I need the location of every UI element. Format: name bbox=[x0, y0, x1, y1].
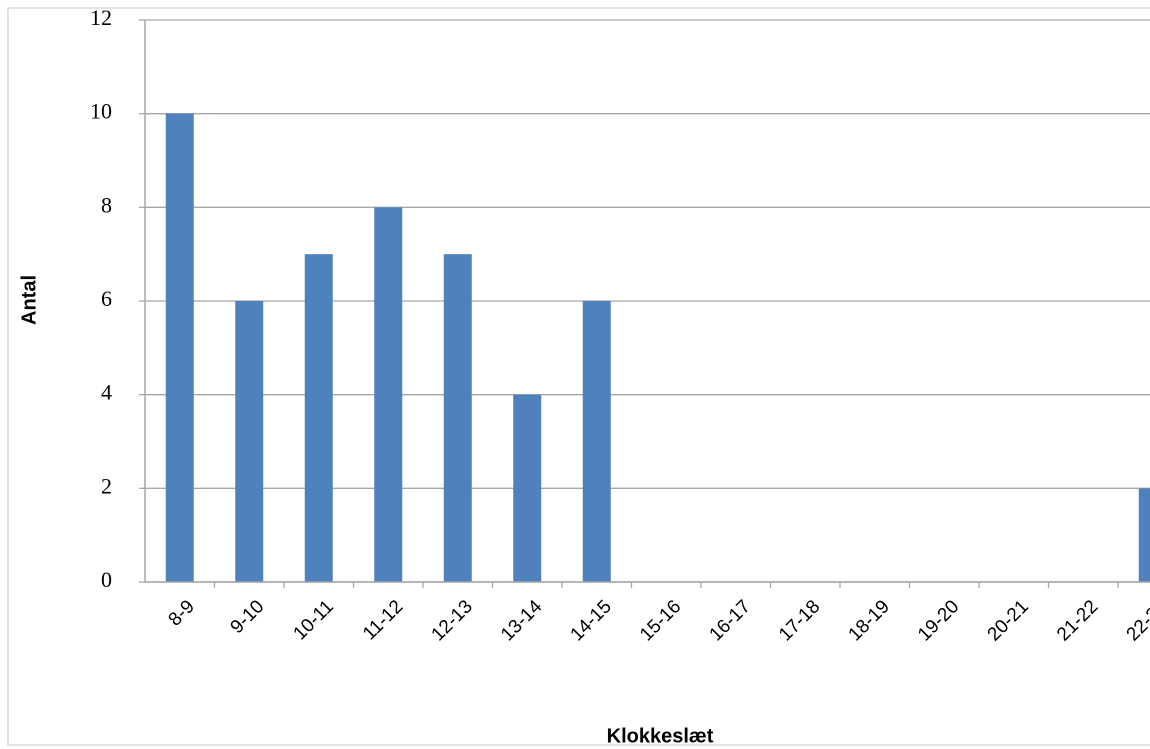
bar bbox=[513, 394, 542, 582]
bar bbox=[443, 254, 472, 582]
x-tick-label: 19-20 bbox=[914, 596, 963, 645]
x-tick-label: 22-23 bbox=[1123, 596, 1150, 645]
y-tick-label: 12 bbox=[90, 5, 112, 30]
x-tick-label: 14-15 bbox=[567, 596, 616, 645]
x-axis-title: Klokkeslæt bbox=[607, 725, 714, 747]
y-tick-label: 10 bbox=[90, 99, 112, 124]
bar bbox=[304, 254, 333, 582]
bar bbox=[235, 301, 264, 582]
y-tick-label: 0 bbox=[101, 567, 112, 592]
chart-frame bbox=[7, 7, 1150, 746]
bar bbox=[1138, 488, 1150, 582]
x-tick-label: 9-10 bbox=[227, 596, 269, 638]
x-tick-label: 12-13 bbox=[428, 596, 477, 645]
x-tick-label: 10-11 bbox=[290, 596, 338, 644]
x-tick-label: 15-16 bbox=[636, 596, 685, 645]
y-axis-title: Antal bbox=[18, 275, 40, 325]
x-tick-label: 13-14 bbox=[497, 596, 547, 646]
x-tick-label: 18-19 bbox=[845, 596, 894, 645]
x-tick-label: 21-22 bbox=[1053, 596, 1102, 645]
x-tick-label: 11-12 bbox=[359, 596, 407, 644]
y-tick-label: 4 bbox=[101, 380, 112, 405]
x-tick-label: 8-9 bbox=[165, 596, 199, 630]
x-tick-label: 17-18 bbox=[775, 596, 824, 645]
bar bbox=[165, 113, 194, 583]
x-tick-label: 16-17 bbox=[706, 596, 755, 645]
bar bbox=[582, 301, 611, 582]
bar bbox=[374, 207, 403, 583]
y-tick-label: 8 bbox=[101, 192, 112, 217]
y-tick-label: 6 bbox=[101, 286, 112, 311]
y-tick-label: 2 bbox=[101, 473, 112, 498]
x-tick-label: 20-21 bbox=[984, 596, 1033, 645]
